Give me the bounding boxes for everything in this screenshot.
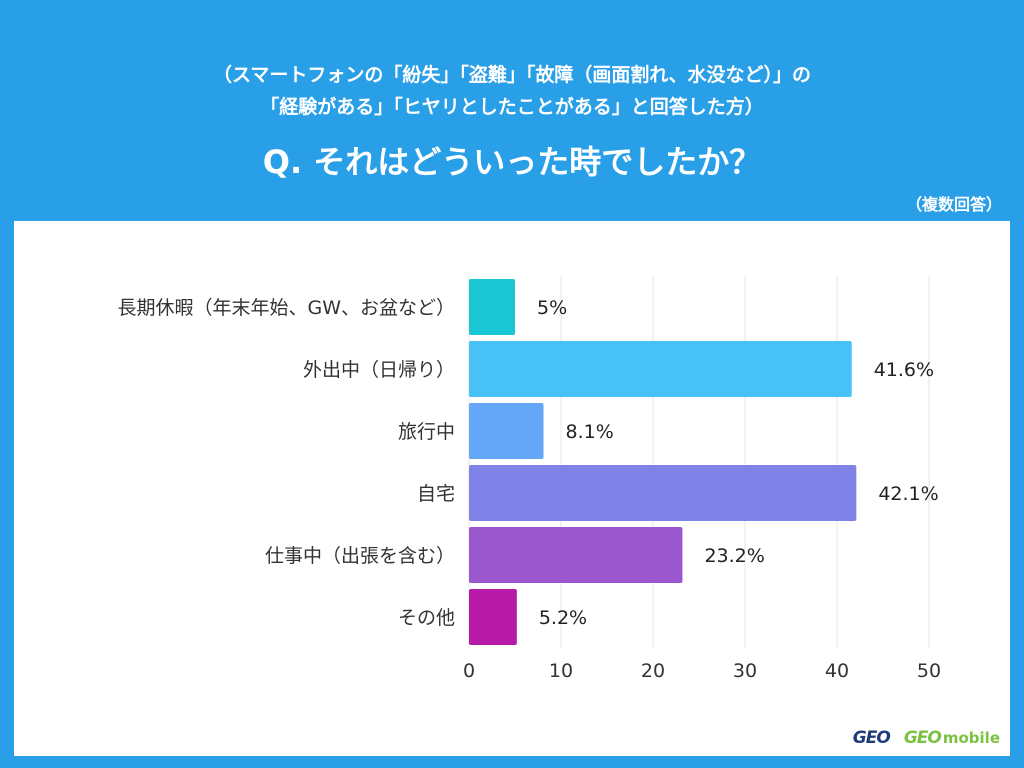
value-label-0: 5% <box>537 297 567 319</box>
x-tick-label-3: 30 <box>733 660 757 682</box>
value-label-3: 42.1% <box>878 483 938 505</box>
logos: GEO GEO mobile <box>853 728 1000 748</box>
bars <box>469 279 857 645</box>
value-label-1: 41.6% <box>874 359 934 381</box>
value-label-2: 8.1% <box>566 421 614 443</box>
category-label-5: その他 <box>398 607 455 629</box>
category-label-3: 自宅 <box>417 483 455 505</box>
x-tick-label-4: 40 <box>825 660 849 682</box>
grid-lines <box>468 276 930 648</box>
category-label-2: 旅行中 <box>398 421 455 443</box>
category-labels: 長期休暇（年末年始、GW、お盆など） 外出中（日帰り） 旅行中自宅仕事中（出張を含む… <box>117 297 455 629</box>
bar-chart: 長期休暇（年末年始、GW、お盆など） 外出中（日帰り） 旅行中自宅仕事中（出張を含む… <box>117 276 941 682</box>
multiple-answer-note: （複数回答） <box>905 195 1002 214</box>
value-labels: 5% 41.6% 8.1% 42.1% 23.2% 5.2% <box>537 297 939 629</box>
geo-mobile-logo-text: mobile <box>942 729 1000 747</box>
bar-1 <box>469 341 852 397</box>
subtitle-line-1: （スマートフォンの「紛失」「盗難」「故障（画面割れ、水没など）」の <box>212 64 812 86</box>
chart-panel: 長期休暇（年末年始、GW、お盆など） 外出中（日帰り） 旅行中自宅仕事中（出張を含む… <box>14 221 1010 756</box>
geo-logo: GEO <box>852 728 891 748</box>
header: （スマートフォンの「紛失」「盗難」「故障（画面割れ、水没など）」の 「経験がある… <box>0 0 1024 220</box>
value-label-4: 23.2% <box>704 545 764 567</box>
bar-0 <box>469 279 515 335</box>
geo-mobile-logo-mark: GEO <box>903 728 942 748</box>
bar-2 <box>469 403 544 459</box>
x-tick-label-5: 50 <box>917 660 941 682</box>
category-label-0: 長期休暇（年末年始、GW、お盆など） <box>117 297 455 319</box>
bar-5 <box>469 589 517 645</box>
geo-mobile-logo: GEO mobile <box>904 728 1000 748</box>
bar-3 <box>469 465 857 521</box>
x-tick-label-2: 20 <box>641 660 665 682</box>
x-tick-label-1: 10 <box>549 660 573 682</box>
x-tick-label-0: 0 <box>463 660 475 682</box>
x-tick-labels: 0 10 20 30 40 50 <box>463 660 941 682</box>
question-title: Q. それはどういった時でしたか？ <box>262 143 762 181</box>
category-label-4: 仕事中（出張を含む） <box>265 545 455 567</box>
subtitle-line-2: 「経験がある」「ヒヤリとしたことがある」と回答した方） <box>260 96 764 118</box>
category-label-1: 外出中（日帰り） <box>303 359 455 381</box>
bar-4 <box>469 527 683 583</box>
value-label-5: 5.2% <box>539 607 587 629</box>
